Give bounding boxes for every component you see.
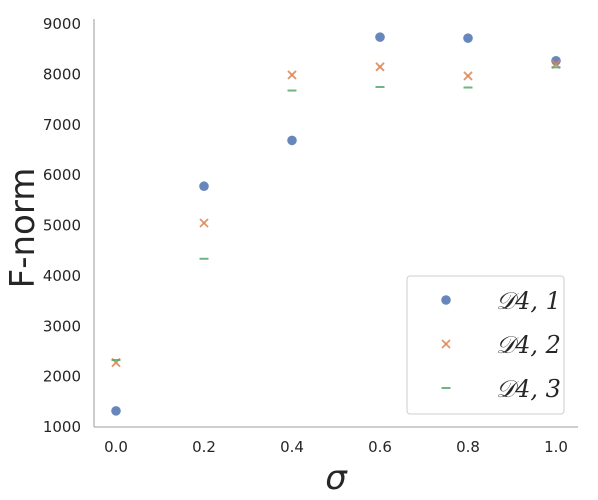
- data-point: [287, 70, 297, 80]
- x-tick-label: 1.0: [544, 438, 568, 456]
- x-tick-label: 0.8: [456, 438, 480, 456]
- legend-frame: [406, 275, 565, 415]
- series-3: [111, 66, 561, 362]
- x-tick-label: 0.0: [104, 438, 128, 456]
- y-tick-label: 5000: [43, 217, 81, 235]
- legend-label: 𝒟4, 3: [496, 375, 561, 403]
- legend: 𝒟4, 1 𝒟4, 2 𝒟4, 3: [406, 275, 565, 415]
- y-tick-label: 4000: [43, 267, 81, 285]
- legend-marker: [441, 295, 451, 305]
- series-1: [111, 32, 561, 416]
- data-point: [375, 32, 385, 42]
- y-tick-label: 1000: [43, 418, 81, 436]
- data-point: [199, 218, 209, 228]
- y-tick-label: 7000: [43, 116, 81, 134]
- data-point: [287, 135, 297, 146]
- x-axis-label: σ: [325, 458, 348, 498]
- legend-label: 𝒟4, 2: [496, 331, 561, 359]
- data-marks: [111, 32, 561, 416]
- y-tick-label: 9000: [43, 15, 81, 33]
- legend-marker: [441, 339, 451, 349]
- data-point: [463, 71, 473, 81]
- x-tick-label: 0.6: [368, 438, 392, 456]
- y-axis-ticks: 1000 2000 3000 4000 5000 6000 7000 8000 9000: [43, 15, 81, 436]
- axes: [93, 19, 578, 428]
- x-tick-label: 0.4: [280, 438, 304, 456]
- y-tick-label: 6000: [43, 166, 81, 184]
- data-point: [463, 33, 473, 43]
- y-tick-label: 3000: [43, 317, 81, 335]
- data-point: [199, 181, 209, 192]
- y-axis-label: F-norm: [3, 168, 43, 289]
- y-tick-label: 2000: [43, 368, 81, 386]
- x-tick-label: 0.2: [192, 438, 216, 456]
- data-point: [111, 406, 121, 416]
- y-tick-label: 8000: [43, 65, 81, 83]
- data-point: [375, 62, 385, 72]
- legend-label: 𝒟4, 1: [496, 287, 561, 315]
- x-axis-ticks: 0.0 0.2 0.4 0.6 0.8 1.0: [104, 438, 568, 456]
